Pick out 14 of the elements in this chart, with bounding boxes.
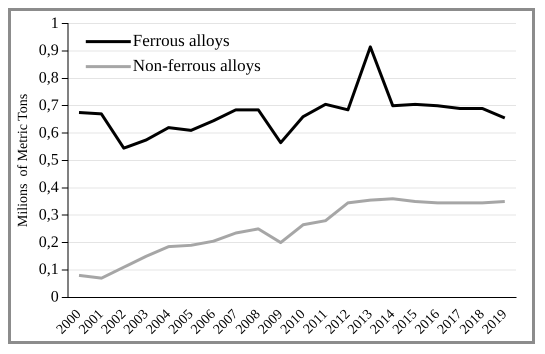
y-tick-label: 0,6 <box>38 124 59 142</box>
y-tick-label: 0,9 <box>38 42 59 60</box>
legend-label: Ferrous alloys <box>132 31 230 50</box>
y-tick-label: 1 <box>50 14 59 32</box>
y-tick-label: 0,5 <box>38 152 59 169</box>
y-tick-label: 0,2 <box>38 234 59 251</box>
y-axis-title: Milions of Metric Tons <box>16 94 32 228</box>
y-tick-label: 0 <box>50 288 59 306</box>
y-tick-label: 0,8 <box>38 70 59 87</box>
y-tick-label: 0,7 <box>38 96 59 114</box>
legend-label: Non-ferrous alloys <box>132 56 261 76</box>
y-tick-label: 0,1 <box>38 261 59 278</box>
y-tick-label: 0,4 <box>38 179 59 196</box>
y-tick-label: 0,3 <box>38 206 59 224</box>
